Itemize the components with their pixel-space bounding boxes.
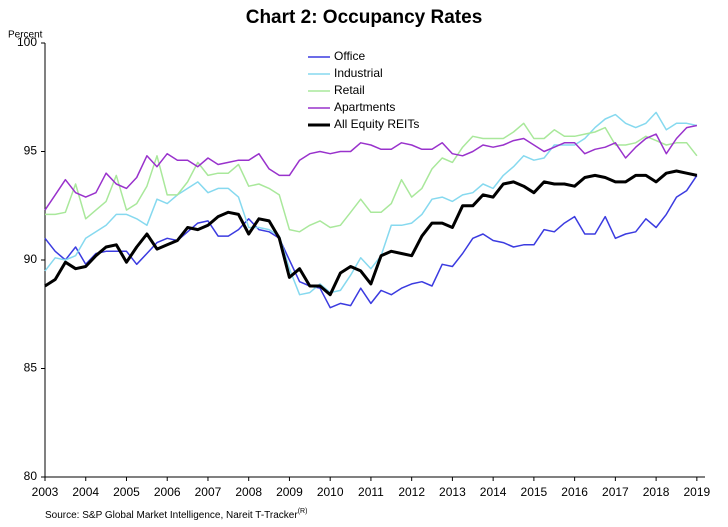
x-tick-label: 2006: [154, 485, 181, 499]
x-tick-label: 2017: [602, 485, 629, 499]
legend-label: Industrial: [334, 66, 383, 80]
series-line: [44, 124, 698, 211]
x-tick-label: 2007: [195, 485, 222, 499]
y-tick-label: 95: [24, 144, 38, 158]
y-tick-label: 100: [17, 35, 37, 49]
x-tick-label: 2016: [561, 485, 588, 499]
x-tick-label: 2010: [317, 485, 344, 499]
x-tick-label: 2014: [480, 485, 507, 499]
legend-label: Office: [334, 49, 365, 63]
x-tick-label: 2011: [358, 485, 384, 499]
source-text: Source: S&P Global Market Intelligence, …: [45, 510, 298, 521]
y-tick-label: 85: [24, 361, 38, 375]
x-tick-label: 2003: [32, 485, 59, 499]
x-tick-label: 2013: [439, 485, 466, 499]
x-tick-label: 2019: [684, 485, 711, 499]
x-tick-label: 2018: [643, 485, 670, 499]
series-line: [44, 111, 698, 296]
y-axis-label: Percent: [8, 30, 43, 41]
x-tick-label: 2004: [72, 485, 99, 499]
legend-label: Retail: [334, 83, 365, 97]
source-note: Source: S&P Global Market Intelligence, …: [45, 508, 307, 521]
x-tick-label: 2012: [398, 485, 425, 499]
y-tick-label: 90: [24, 252, 38, 266]
x-tick-label: 2008: [235, 485, 262, 499]
source-superscript: (R): [298, 508, 308, 515]
legend-label: Apartments: [334, 100, 395, 114]
series-line: [45, 122, 698, 233]
x-tick-label: 2015: [521, 485, 548, 499]
series-line: [44, 169, 698, 297]
legend-label: All Equity REITs: [334, 117, 419, 131]
x-tick-label: 2005: [113, 485, 140, 499]
x-tick-label: 2009: [276, 485, 303, 499]
y-tick-label: 80: [24, 469, 38, 483]
chart-title: Chart 2: Occupancy Rates: [246, 7, 483, 28]
